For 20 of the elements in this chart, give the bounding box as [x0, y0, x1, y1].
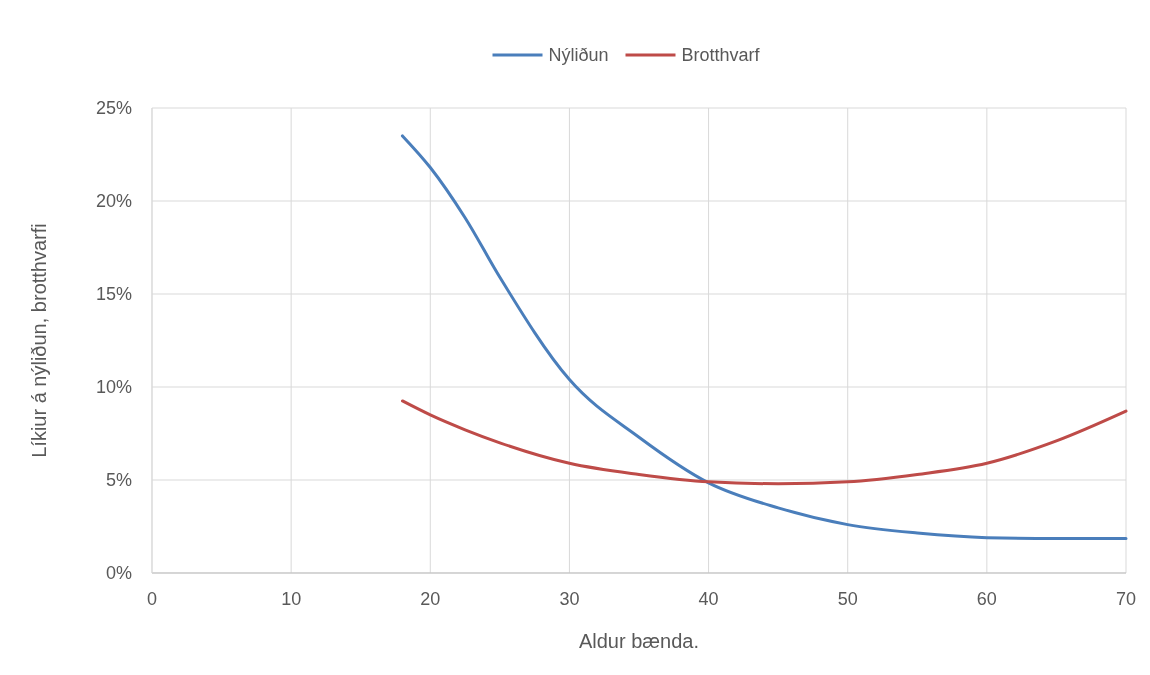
y-tick-label: 10% — [95, 377, 132, 397]
legend-label: Brotthvarf — [681, 45, 761, 65]
x-tick-label: 30 — [559, 589, 580, 609]
y-tick-label: 20% — [95, 191, 132, 211]
x-tick-label: 40 — [698, 589, 719, 609]
x-tick-label: 20 — [420, 589, 441, 609]
x-axis-title: Aldur bænda. — [578, 630, 700, 652]
y-tick-label: 15% — [95, 284, 132, 304]
y-tick-label: 5% — [105, 470, 132, 490]
x-tick-label: 10 — [281, 589, 302, 609]
x-tick-label: 70 — [1115, 589, 1137, 609]
legend-label: Nýliðun — [548, 45, 609, 65]
line-series — [400, 134, 1128, 541]
y-tick-label: 0% — [105, 563, 132, 583]
line-series — [400, 399, 1128, 486]
x-tick-label: 60 — [976, 589, 997, 609]
x-tick-label: 50 — [837, 589, 858, 609]
y-axis-title: Líkiur á nýliðun, brotthvarfi — [28, 223, 50, 458]
x-tick-label: 0 — [146, 589, 158, 609]
y-tick-label: 25% — [95, 98, 132, 118]
